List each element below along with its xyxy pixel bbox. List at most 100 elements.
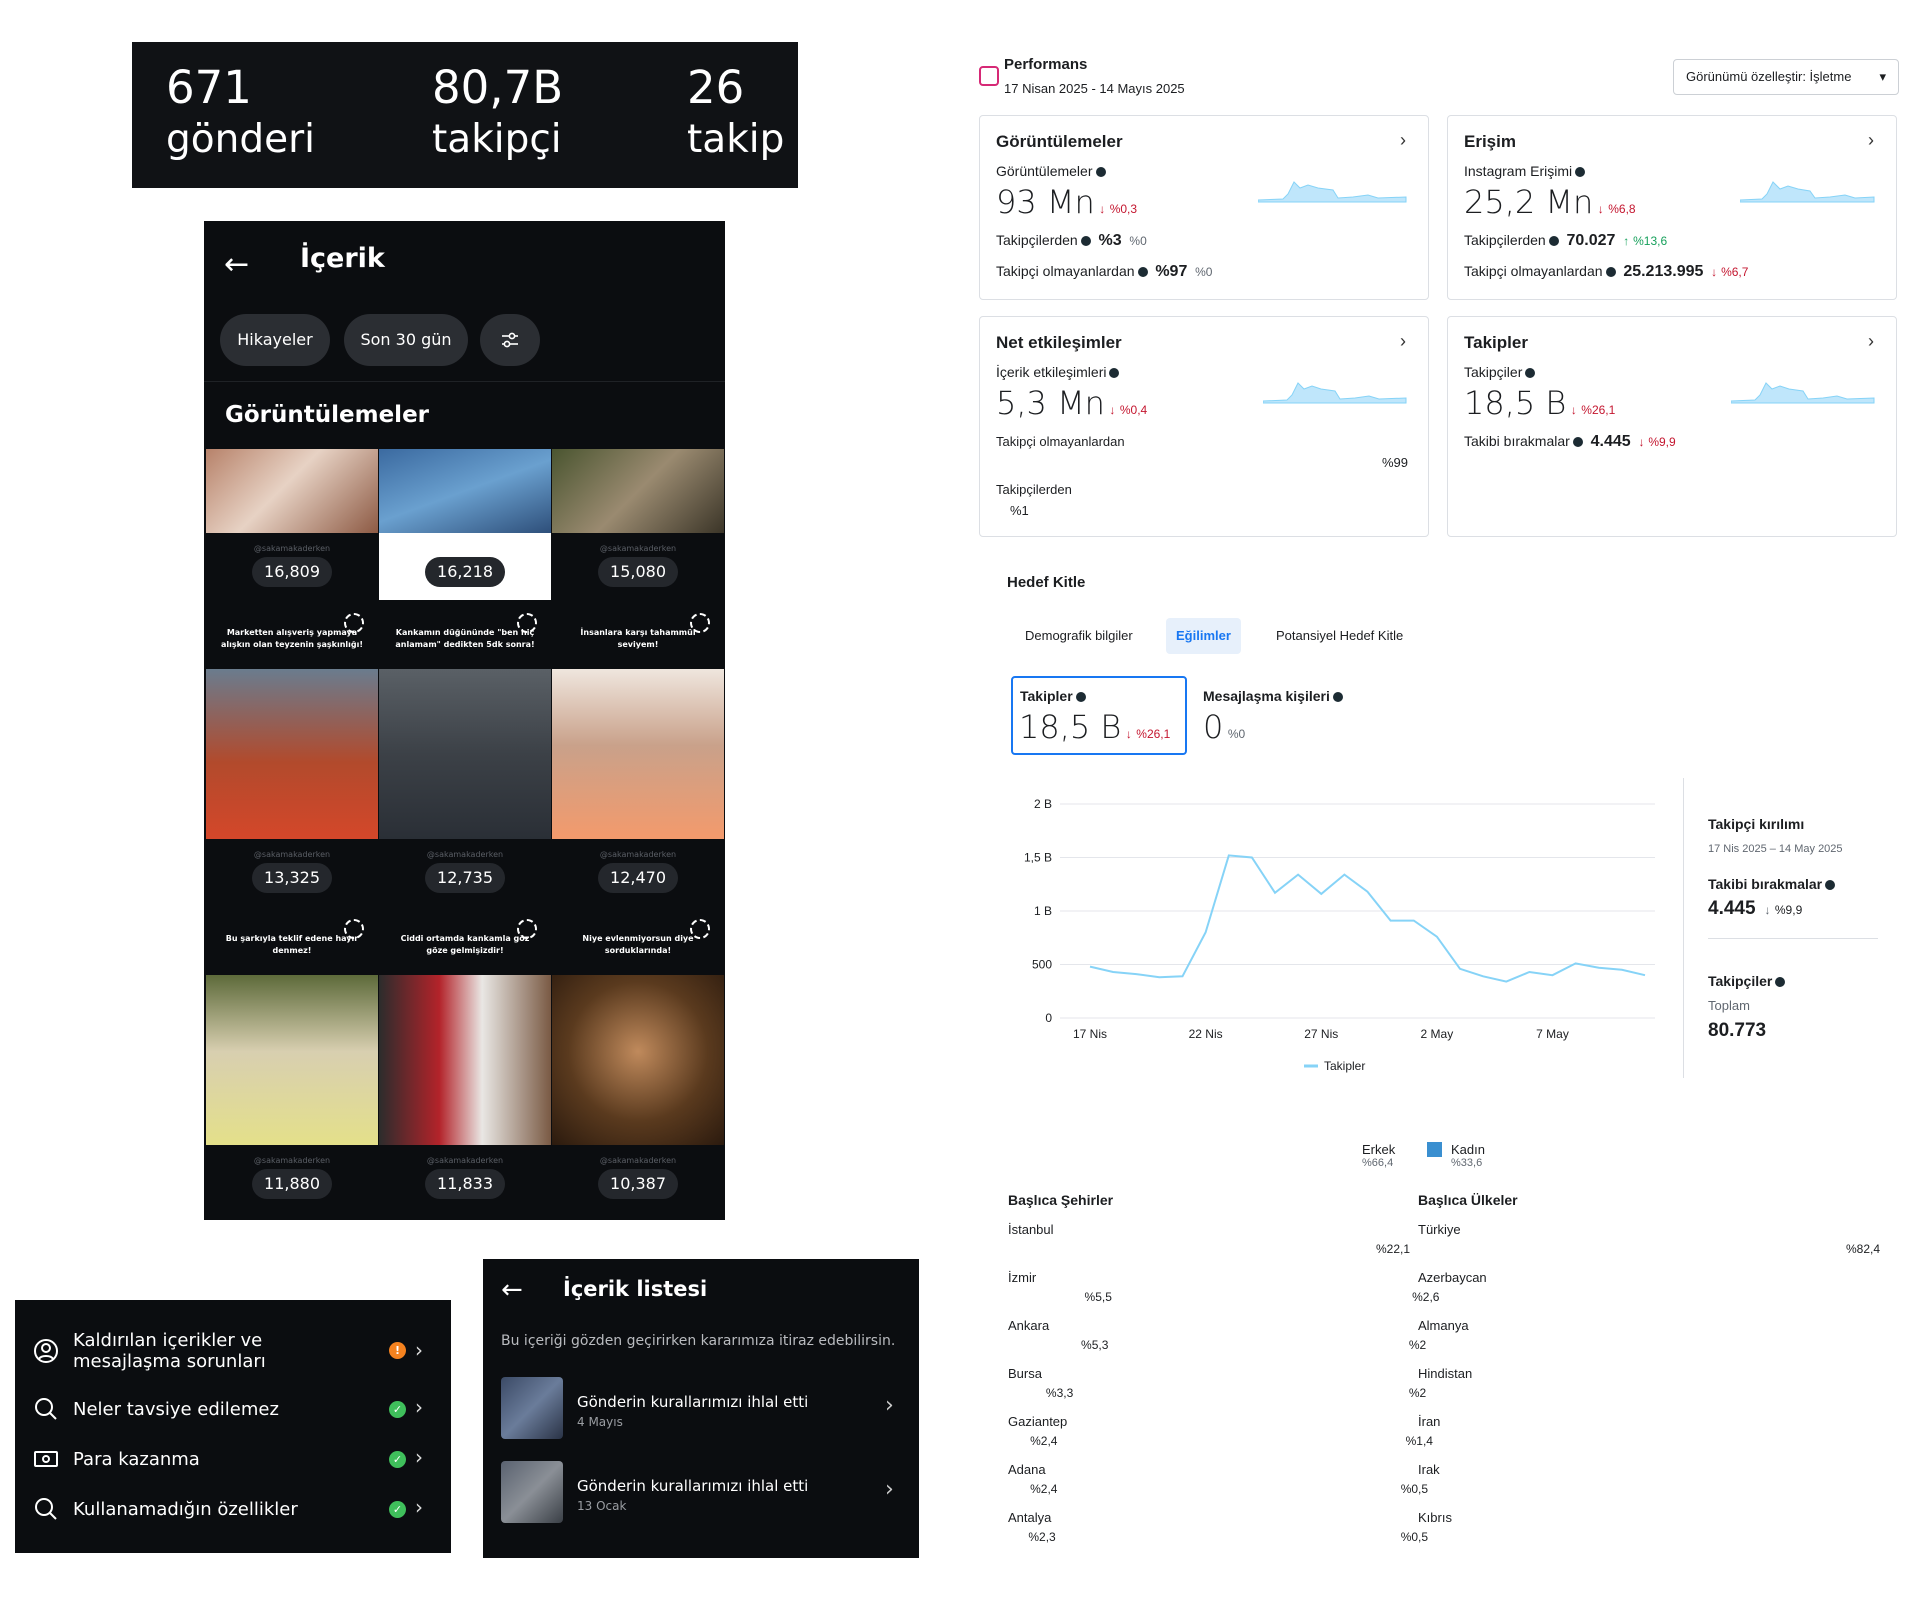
back-arrow-icon[interactable]: ←	[501, 1275, 523, 1305]
row-name: Bursa	[1008, 1366, 1042, 1381]
row-name: Hindistan	[1418, 1366, 1473, 1381]
customize-view-dropdown[interactable]: Görünümü özelleştir: İşletme ▾	[1673, 59, 1899, 95]
row-value: 25.213.995	[1623, 263, 1704, 280]
content-tile[interactable]: İnsanlara karşı tahammül seviyem! @sakam…	[552, 603, 724, 906]
x-tick-label: 2 May	[1421, 1027, 1454, 1041]
metric-change: %26,1	[1581, 403, 1616, 417]
tab-demographics[interactable]: Demografik bilgiler	[1025, 628, 1133, 643]
down-arrow-icon: ↓	[1711, 265, 1718, 279]
down-arrow-icon: ↓	[1570, 403, 1577, 417]
view-count: 16,218	[425, 557, 505, 587]
list-item-removed-content[interactable]: Kaldırılan içerikler ve mesajlaşma sorun…	[15, 1328, 451, 1378]
list-item-unavailable-features[interactable]: Kullanamadığın özellikler ✓ ›	[15, 1490, 451, 1530]
chevron-right-icon: ›	[1400, 130, 1406, 150]
row-name: Türkiye	[1418, 1222, 1461, 1237]
content-panel: ← İçerik Hikayeler Son 30 gün Görüntülem…	[204, 221, 725, 1220]
list-item-recommendations[interactable]: Neler tavsiye edilemez ✓ ›	[15, 1390, 451, 1430]
thumbnail	[501, 1461, 563, 1523]
content-tile[interactable]: Bu şarkıyla teklif edene hayır denmez! @…	[206, 909, 378, 1212]
metric-sub: Görüntülemeler	[996, 163, 1106, 179]
breakdown-row: Takipçi olmayanlardan %97 %0	[996, 263, 1212, 281]
instagram-icon	[979, 66, 999, 86]
progress-ring-icon	[517, 919, 537, 939]
stat-label: takipçi	[432, 117, 562, 162]
tab-trends[interactable]: Eğilimler	[1166, 618, 1241, 654]
dropdown-label: Görünümü özelleştir: İşletme	[1686, 69, 1852, 84]
up-arrow-icon: ↑	[1623, 234, 1630, 248]
divider	[1708, 938, 1878, 939]
row-name: Irak	[1418, 1462, 1440, 1477]
back-arrow-icon[interactable]: ←	[224, 247, 250, 282]
chevron-right-icon: ›	[415, 1395, 423, 1419]
metric-label-row: Takipler	[1020, 688, 1086, 704]
sparkline	[1263, 382, 1407, 404]
info-icon	[1575, 167, 1586, 178]
chevron-right-icon: ›	[1868, 130, 1874, 150]
chip-stories[interactable]: Hikayeler	[220, 314, 330, 366]
chevron-right-icon: ›	[1868, 331, 1874, 351]
chevron-right-icon: ›	[885, 1477, 894, 1502]
sliders-icon	[502, 332, 518, 348]
down-arrow-icon: ↓	[1099, 202, 1106, 216]
chip-date-range[interactable]: Son 30 gün	[344, 314, 468, 366]
list-item-monetization[interactable]: Para kazanma ✓ ›	[15, 1440, 451, 1480]
row-percent: %22,1	[1376, 1242, 1411, 1256]
metric-followers-selected[interactable]: Takipler 18,5 B ↓ %26,1	[1011, 676, 1187, 755]
stat-following[interactable]: 26 takip	[687, 62, 784, 166]
tile-caption: Bu şarkıyla teklif edene hayır denmez!	[225, 934, 359, 955]
row-name: Gaziantep	[1008, 1414, 1068, 1429]
row-name: İzmir	[1008, 1270, 1037, 1285]
metric-label: Görüntülemeler	[996, 163, 1093, 179]
card-reach[interactable]: Erişim › Instagram Erişimi 25,2 Mn ↓ %6,…	[1447, 115, 1897, 300]
card-views[interactable]: Görüntülemeler › Görüntülemeler 93 Mn ↓ …	[979, 115, 1429, 300]
stat-followers[interactable]: 80,7B takipçi	[432, 62, 563, 166]
card-heading: Takipler	[1464, 333, 1528, 352]
content-tile[interactable]: 16,218	[379, 449, 551, 600]
content-tile[interactable]: Niye evlenmiyorsun diye sorduklarında! @…	[552, 909, 724, 1212]
view-count: 16,809	[252, 557, 332, 587]
warning-icon: !	[389, 1342, 406, 1359]
handle: @sakamakaderken	[253, 850, 331, 859]
card-heading: Görüntülemeler	[996, 132, 1123, 151]
view-count: 12,735	[425, 863, 505, 893]
content-tile[interactable]: Marketten alışveriş yapmaya alışkın olan…	[206, 603, 378, 906]
row-percent: %82,4	[1846, 1242, 1881, 1256]
content-tile[interactable]: @sakamakaderken 15,080	[552, 449, 724, 600]
thumbnail	[379, 975, 551, 1145]
section-title: Görüntülemeler	[225, 402, 430, 428]
content-tile[interactable]: Ciddi ortamda kankamla göz göze gelmişiz…	[379, 909, 551, 1212]
progress-ring-icon	[344, 613, 364, 633]
side-range: 17 Nis 2025 – 14 May 2025	[1708, 843, 1843, 855]
down-arrow-icon: ↓	[1764, 903, 1771, 917]
tile-caption: Niye evlenmiyorsun diye sorduklarında!	[582, 934, 694, 955]
y-tick-label: 2 B	[1034, 797, 1052, 811]
content-tile[interactable]: Kankamın düğününde "ben hiç anlamam" ded…	[379, 603, 551, 906]
card-heading: Erişim	[1464, 132, 1516, 151]
info-icon	[1572, 437, 1583, 448]
side-unfollow-label: Takibi bırakmalar	[1708, 876, 1823, 892]
stat-value: 26	[687, 61, 745, 114]
row-label: Takipçi olmayanlardan	[996, 263, 1135, 279]
card-interactions[interactable]: Net etkileşimler › İçerik etkileşimleri …	[979, 316, 1429, 537]
filter-button[interactable]	[480, 314, 540, 366]
side-followers-label-row: Takipçiler	[1708, 973, 1786, 989]
content-tile[interactable]: @sakamakaderken 16,809	[206, 449, 378, 600]
stat-label: gönderi	[166, 117, 315, 162]
thumbnail	[206, 669, 378, 839]
item-date: 13 Ocak	[577, 1499, 627, 1513]
metric-value: 0	[1203, 708, 1224, 746]
row-name: Adana	[1008, 1462, 1046, 1477]
side-unfollow-value-row: 4.445 ↓ %9,9	[1708, 898, 1802, 920]
x-tick-label: 22 Nis	[1189, 1027, 1223, 1041]
row-percent: %3,3	[1045, 1386, 1074, 1400]
divider	[204, 381, 725, 382]
card-followers[interactable]: Takipler › Takipçiler 18,5 B ↓ %26,1 Tak…	[1447, 316, 1897, 537]
row-percent: %1,4	[1405, 1434, 1433, 1448]
item-title: Gönderin kurallarımızı ihlal etti	[577, 1477, 809, 1495]
side-title: Takipçi kırılımı	[1708, 816, 1805, 832]
stat-posts[interactable]: 671 gönderi	[166, 62, 315, 166]
metric-messaging[interactable]: Mesajlaşma kişileri 0 %0	[1203, 678, 1383, 753]
tab-potential-audience[interactable]: Potansiyel Hedef Kitle	[1276, 628, 1404, 643]
gender-label: Kadın	[1451, 1142, 1485, 1157]
tile-caption: Marketten alışveriş yapmaya alışkın olan…	[220, 628, 364, 649]
